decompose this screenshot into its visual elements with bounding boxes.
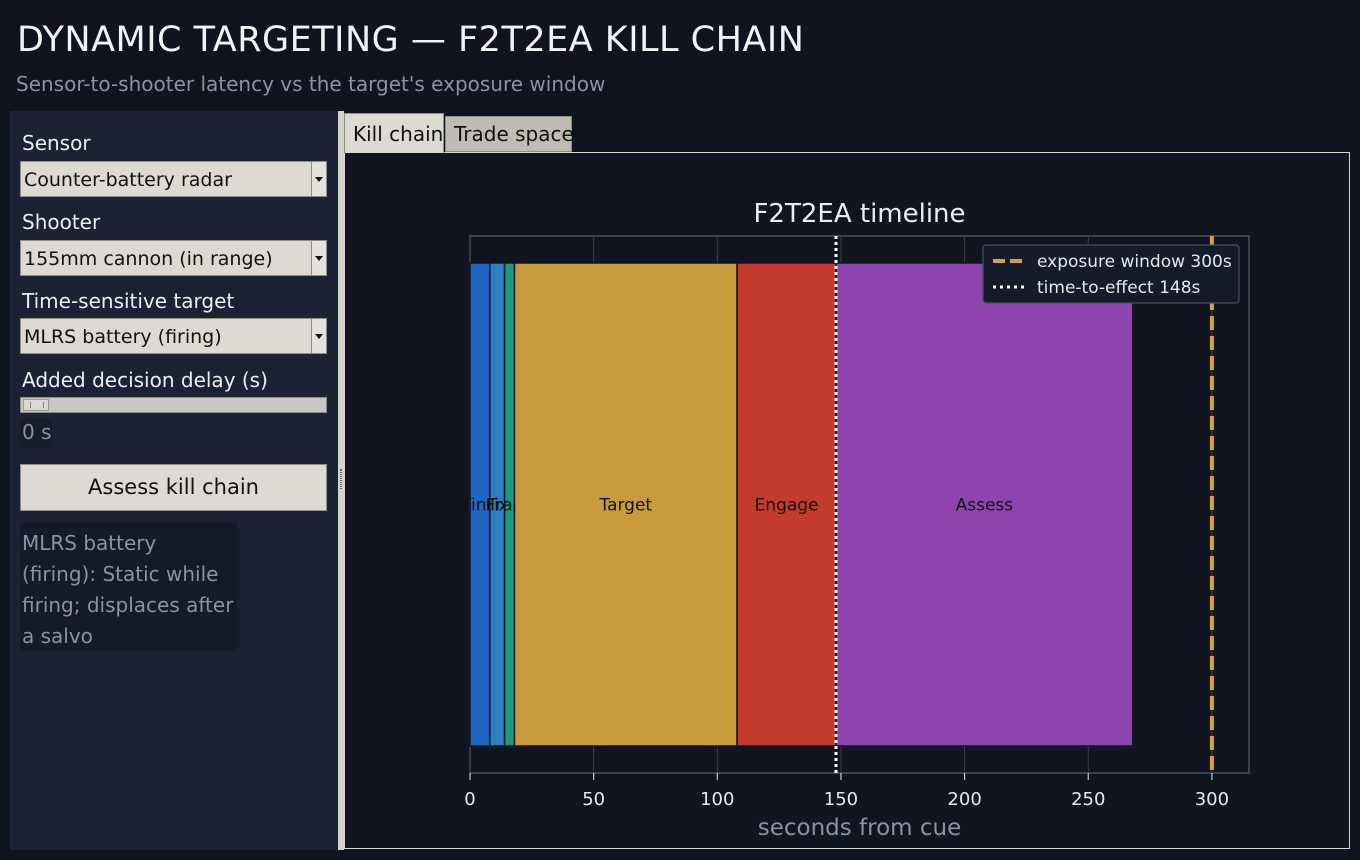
delay-label: Added decision delay (s) [22, 368, 268, 392]
bar-label-find: Find [462, 496, 497, 516]
bar-label-assess: Assess [956, 496, 1014, 516]
pane-splitter[interactable] [338, 111, 344, 850]
grip-icon [340, 469, 342, 489]
sensor-select-value: Counter-battery radar [24, 169, 232, 191]
bar-label-engage: Engage [755, 496, 819, 516]
chevron-down-icon[interactable] [311, 319, 326, 353]
x-tick-label: 50 [582, 789, 605, 810]
bar-label-target: Target [599, 496, 653, 516]
x-tick-label: 0 [464, 789, 475, 810]
assess-kill-chain-button[interactable]: Assess kill chain [20, 464, 327, 511]
target-select[interactable]: MLRS battery (firing) [20, 318, 327, 354]
x-tick-label: 250 [1071, 789, 1105, 810]
delay-value-readout: 0 s [20, 418, 52, 448]
page-subtitle: Sensor-to-shooter latency vs the target'… [16, 72, 606, 96]
x-axis-label: seconds from cue [758, 815, 962, 841]
tab-trade-space[interactable]: Trade space [445, 116, 574, 152]
chart-title: F2T2EA timeline [753, 199, 965, 229]
target-info-text: MLRS battery (firing): Static while firi… [20, 523, 237, 651]
delay-slider[interactable] [20, 397, 327, 413]
x-tick-label: 100 [700, 789, 734, 810]
x-tick-label: 150 [824, 789, 858, 810]
bar-label-fix: Fix [486, 496, 509, 516]
tab-kill-chain[interactable]: Kill chain [344, 113, 444, 153]
chart-panel: Find Fix Track Target Engage Assess 0 50 100 150 2… [344, 152, 1350, 849]
chevron-down-icon[interactable] [311, 162, 326, 196]
shooter-select[interactable]: 155mm cannon (in range) [20, 240, 327, 276]
shooter-select-value: 155mm cannon (in range) [24, 248, 273, 270]
page-title: DYNAMIC TARGETING — F2T2EA KILL CHAIN [17, 20, 805, 60]
sensor-label: Sensor [22, 131, 91, 155]
x-tick-label: 300 [1195, 789, 1229, 810]
legend-entry: exposure window 300s [1037, 252, 1232, 272]
legend-box [982, 244, 1240, 304]
x-tick-label: 200 [947, 789, 981, 810]
bar-segment-target [513, 262, 738, 747]
chevron-down-icon[interactable] [311, 241, 326, 275]
sensor-select[interactable]: Counter-battery radar [20, 161, 327, 197]
target-select-value: MLRS battery (firing) [24, 326, 222, 348]
slider-thumb-handle[interactable] [23, 399, 49, 411]
shooter-label: Shooter [22, 210, 101, 234]
target-label: Time-sensitive target [22, 289, 235, 313]
bar-segment-engage [736, 262, 837, 747]
legend-entry: time-to-effect 148s [1037, 278, 1201, 298]
bar-segment-assess [835, 262, 1134, 747]
